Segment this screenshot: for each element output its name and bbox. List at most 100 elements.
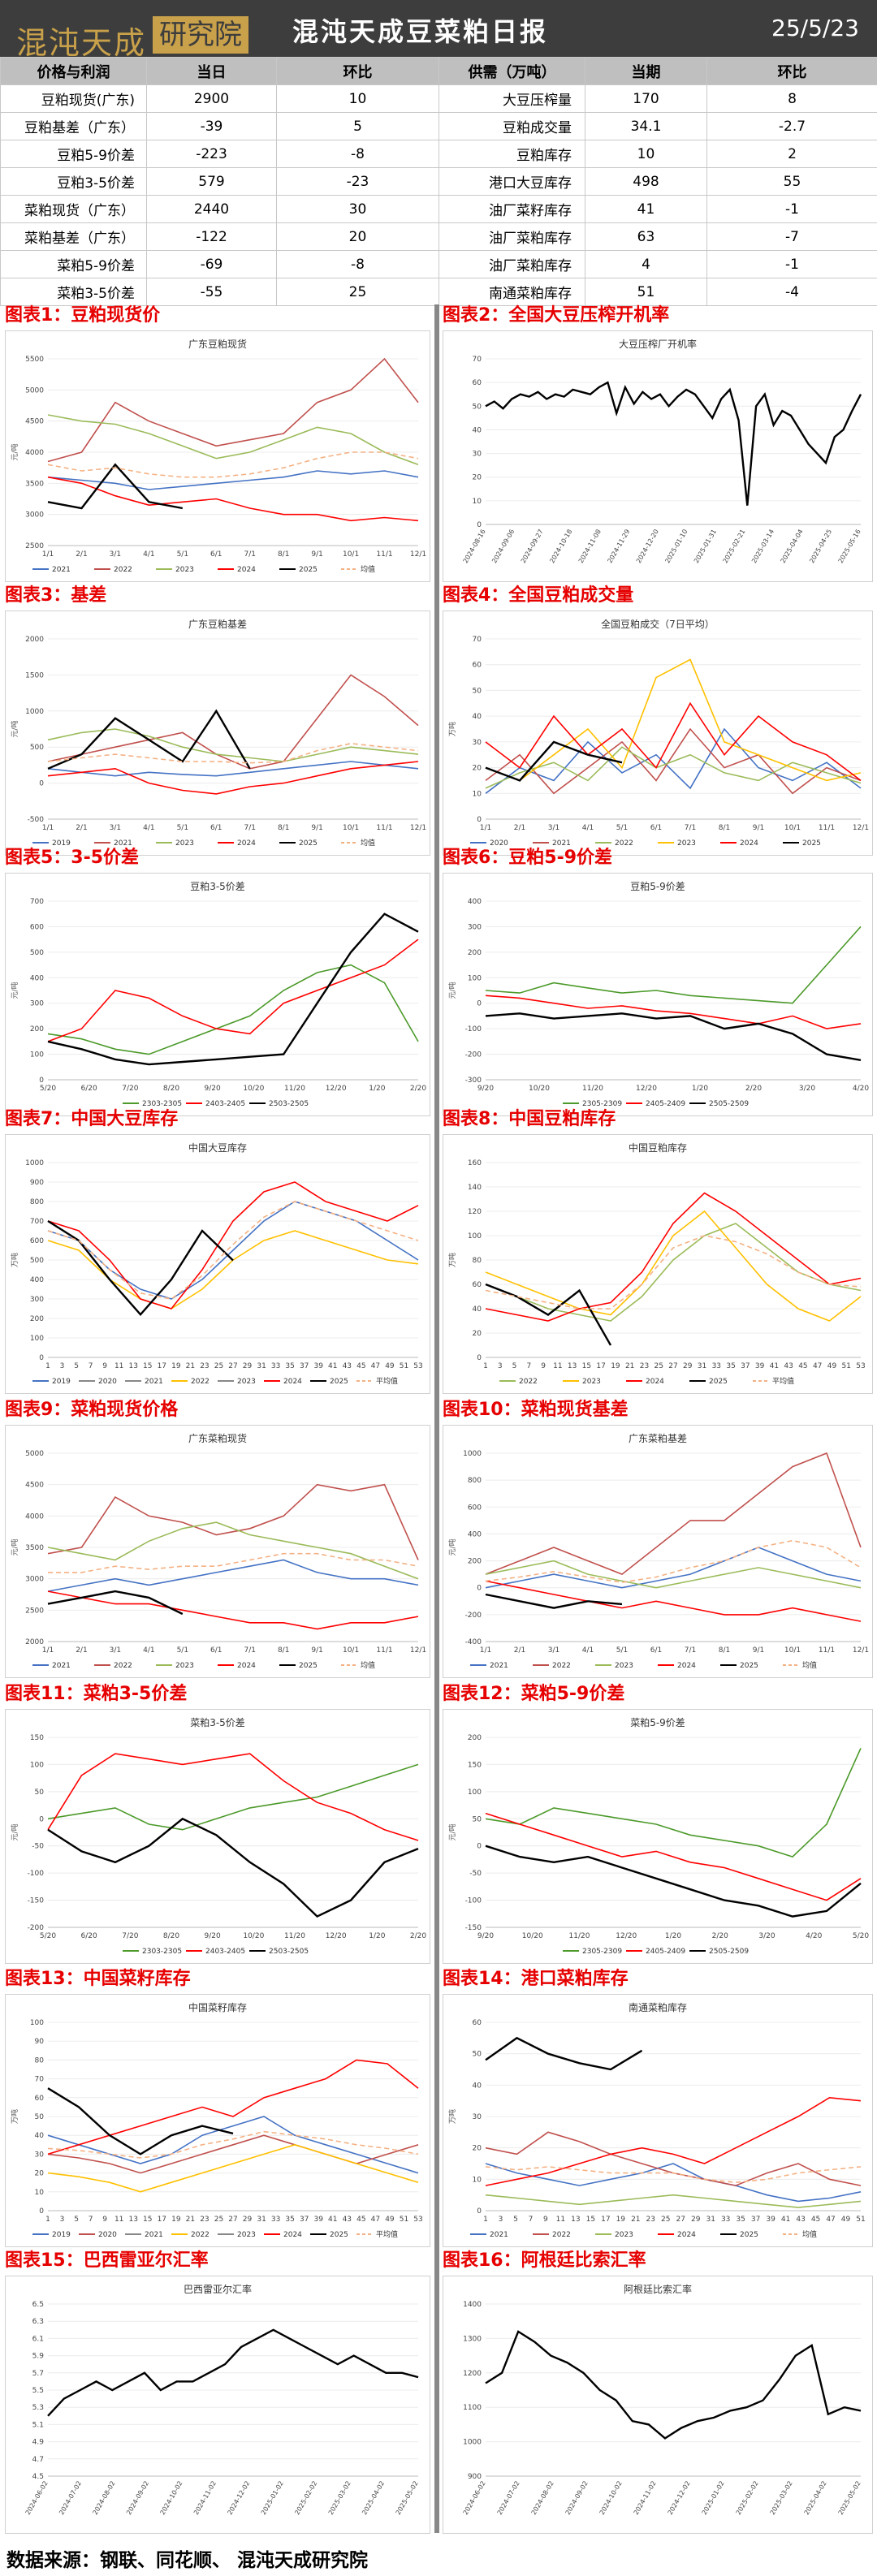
x-tick-label: 2025-02-21 [722,529,747,565]
y-tick-label: 900 [30,1179,44,1187]
series-line [47,1219,234,1317]
x-tick-label: 4/1 [582,1646,594,1655]
y-tick-label: 40 [473,2082,482,2090]
y-tick-label: 6.1 [32,2335,44,2343]
chart-box: 广东菜粕基差 元/吨 1000 800 600 400 200 0 -200 -400 1/1 2/1… [443,1425,873,1678]
y-tick-label: 3000 [25,511,44,520]
series-line [47,1201,419,1300]
y-tick-label: 5.5 [32,2387,44,2395]
series-line [47,1201,419,1300]
series-line [485,2036,643,2071]
x-tick-label: 45 [811,2216,820,2224]
legend-label: 2025 [330,1378,348,1386]
y-tick-label: 200 [468,1734,482,1742]
x-tick-label: 6/1 [650,824,662,832]
x-tick-label: 1/20 [665,1932,681,1940]
x-tick-label: 33 [721,2216,730,2224]
y-tick-label: -400 [465,1638,482,1646]
y-tick-label: 50 [473,1815,482,1823]
table-cell: 菜粕3-5价差 [0,278,147,306]
chart-title: 广东菜粕现货 [188,1432,247,1444]
x-tick-label: 11/20 [284,1932,305,1940]
y-axis-label: 元/吨 [10,443,19,460]
x-tick-label: 3 [499,2216,503,2224]
chart-title: 广东菜粕基差 [629,1432,687,1444]
legend-label: 2021 [145,2231,163,2239]
chart-box: 全国豆粕成交（7日平均） 万吨 70 60 50 40 30 20 10 0 1/1 2/1 3/1 4/… [443,611,873,856]
y-tick-label: 5.3 [32,2404,44,2412]
y-tick-label: -150 [28,1897,45,1905]
series-line [485,1452,862,1576]
logo-right-text: 研究院 [159,19,242,51]
y-tick-label: 0 [477,1585,482,1593]
chart-title: 豆粕5-9价差 [630,880,685,892]
x-tick-label: 1 [45,1362,50,1370]
y-tick-label: 40 [35,2132,45,2140]
x-tick-label: 8/20 [163,1932,179,1940]
chart-caption: 图表2：全国大豆压榨开机率 [443,305,670,326]
legend-label: 2022 [191,2231,210,2239]
x-tick-label: 33 [271,1362,280,1370]
legend-label: 2025 [299,1662,318,1670]
x-tick-label: 29 [691,2216,701,2224]
x-tick-label: 5 [512,1362,517,1370]
y-tick-label: 3500 [25,480,44,488]
legend-label: 2022 [519,1378,538,1386]
x-tick-label: 25 [214,1362,223,1370]
legend-label: 2505-2509 [709,1100,749,1108]
table-cell: 豆粕现货(广东) [0,84,147,113]
y-tick-label: 0 [39,2207,44,2216]
y-tick-label: 60 [473,379,482,387]
table-cell: 豆粕成交量 [438,112,585,140]
table-cell: 34.1 [585,112,707,140]
y-tick-label: 5.7 [32,2370,44,2378]
legend-label: 2021 [114,839,132,848]
chart-box: 豆粕5-9价差 元/吨 400 300 200 100 0 -100 -200 -300 9/20 1… [443,873,873,1116]
x-tick-label: 12/20 [326,1085,347,1093]
y-axis-label: 元/吨 [10,1823,19,1840]
x-tick-label: 2025-04-04 [780,529,805,565]
chart-box: 广东豆粕现货 元/吨 5500 5000 4500 4000 3500 3000 2500 1/1… [5,330,430,582]
chart-box: 中国大豆库存 万吨 1000 900 800 700 600 500 400 300 200 100 0… [5,1134,430,1394]
x-tick-label: 2025-03-02 [327,2480,352,2517]
x-tick-label: 3/1 [110,824,121,832]
series-line [485,995,862,1029]
y-tick-label: 2000 [25,636,44,644]
y-tick-label: 60 [35,2095,45,2103]
table-header-cell: 当日 [146,57,277,85]
table-cell: -4 [706,278,877,306]
legend-label: 2405-2409 [646,1100,685,1108]
x-tick-label: 2024-07-02 [496,2480,521,2517]
series-line [47,2059,419,2155]
x-tick-label: 13 [129,1362,138,1370]
x-tick-label: 5/1 [177,550,188,559]
legend-label: 2403-2405 [205,1948,245,1956]
series-line [47,2143,419,2193]
chart-caption: 图表3：基差 [5,585,107,606]
x-tick-label: 2025-03-02 [769,2480,794,2517]
y-tick-label: 1000 [463,1450,482,1458]
y-tick-label: -500 [28,816,45,824]
x-tick-label: 4/1 [143,824,154,832]
series-line [485,1192,862,1322]
x-tick-label: 21 [186,2216,195,2224]
y-tick-label: 4000 [25,449,44,457]
series-line [47,728,419,762]
x-tick-label: 1/20 [369,1932,385,1940]
y-tick-label: 4.5 [32,2473,44,2481]
y-tick-label: 500 [30,744,44,752]
table-cell: 菜粕基差（广东） [0,222,147,251]
chart-title: 中国豆粕库存 [629,1141,687,1154]
x-tick-label: 2024-06-02 [24,2480,50,2517]
series-line [485,1748,862,1858]
x-tick-label: 12/1 [410,1646,426,1655]
x-tick-label: 4/1 [143,550,154,559]
y-tick-label: 20 [473,765,482,773]
legend-label: 2022 [114,1662,132,1670]
series-line [485,1812,862,1901]
x-tick-label: 1/1 [480,824,491,832]
x-tick-label: 6/1 [210,550,222,559]
x-tick-label: 25 [661,2216,670,2224]
